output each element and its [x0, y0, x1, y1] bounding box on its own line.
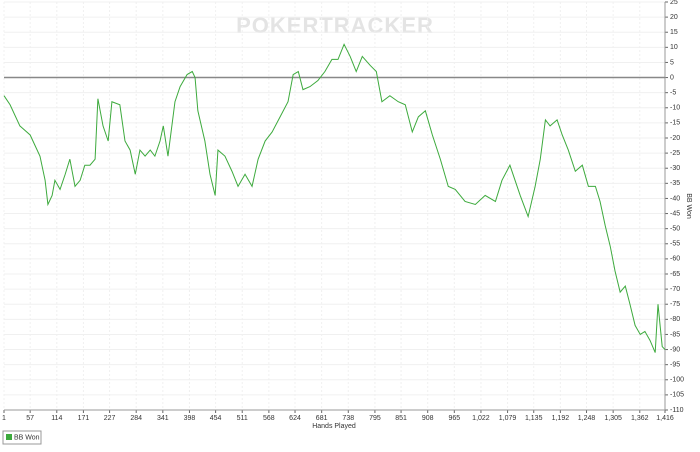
x-tick-label: 1	[2, 415, 6, 422]
x-tick-label: 1,362	[631, 415, 649, 422]
y-tick-label: -45	[670, 210, 680, 217]
x-tick-label: 1,079	[499, 415, 517, 422]
x-tick-label: 908	[422, 415, 434, 422]
y-tick-label: -50	[670, 226, 680, 233]
y-tick-label: -85	[670, 331, 680, 338]
y-tick-label: -65	[670, 271, 680, 278]
y-tick-label: 0	[670, 74, 674, 81]
x-tick-label: 57	[26, 415, 34, 422]
legend-box	[2, 430, 42, 445]
watermark: POKERTRACKER	[236, 13, 434, 38]
y-tick-label: -10	[670, 105, 680, 112]
x-tick-label: 171	[78, 415, 90, 422]
y-tick-label: -55	[670, 241, 680, 248]
x-tick-label: 738	[342, 415, 354, 422]
y-tick-label: -95	[670, 362, 680, 369]
y-tick-label: -105	[670, 392, 684, 399]
x-tick-label: 114	[51, 415, 62, 422]
y-tick-label: 10	[670, 44, 678, 51]
y-tick-label: -35	[670, 180, 680, 187]
y-tick-label: 15	[670, 29, 678, 36]
y-tick-label: -30	[670, 165, 680, 172]
y-tick-label: -25	[670, 150, 680, 157]
y-tick-label: 5	[670, 59, 674, 66]
y-tick-label: -70	[670, 286, 680, 293]
x-tick-label: 1,248	[578, 415, 596, 422]
x-tick-label: 1,305	[604, 415, 622, 422]
x-tick-label: 454	[210, 415, 222, 422]
legend-label: BB Won	[14, 434, 40, 441]
x-tick-label: 1,416	[656, 415, 674, 422]
x-tick-label: 795	[369, 415, 381, 422]
y-tick-label: -20	[670, 135, 680, 142]
y-tick-label: -75	[670, 301, 680, 308]
x-axis-title: Hands Played	[312, 423, 356, 430]
y-tick-label: -90	[670, 346, 680, 353]
x-tick-label: 227	[104, 415, 116, 422]
x-tick-label: 1,192	[552, 415, 570, 422]
x-tick-label: 965	[448, 415, 460, 422]
y-tick-label: -5	[670, 90, 676, 97]
y-tick-label: -100	[670, 377, 684, 384]
data-line	[3, 43, 666, 353]
x-tick-label: 1,022	[472, 415, 490, 422]
x-tick-label: 568	[263, 415, 275, 422]
y-tick-label: 25	[670, 0, 678, 6]
x-tick-label: 398	[184, 415, 196, 422]
x-tick-label: 1,135	[525, 415, 543, 422]
y-tick-label: -80	[670, 316, 680, 323]
y-tick-label: -60	[670, 256, 680, 263]
x-tick-label: 284	[130, 415, 142, 422]
x-tick-label: 624	[289, 415, 301, 422]
x-tick-label: 511	[237, 415, 248, 422]
legend-swatch	[6, 434, 12, 440]
y-axis-title: BB Won	[685, 193, 692, 219]
y-tick-label: -110	[670, 407, 684, 414]
y-tick-label: -15	[670, 120, 680, 127]
x-tick-label: 681	[316, 415, 328, 422]
x-tick-label: 851	[395, 415, 407, 422]
x-tick-label: 341	[157, 415, 169, 422]
y-tick-label: -40	[670, 195, 680, 202]
y-tick-label: 20	[670, 14, 678, 21]
